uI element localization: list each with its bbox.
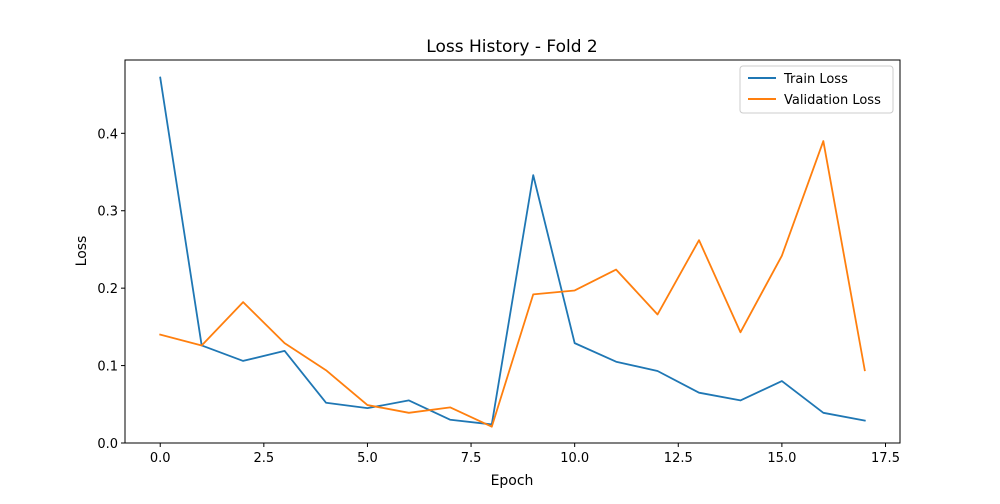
series-line-train-loss — [159, 76, 866, 426]
x-tick-label: 0.0 — [150, 451, 171, 466]
legend-box — [739, 65, 894, 114]
x-axis-ticks: 0.0 2.5 5.0 7.5 10.0 12.5 15.0 17.5 — [150, 443, 900, 466]
y-tick-label: 0.1 — [97, 360, 118, 375]
x-tick-label: 2.5 — [253, 451, 274, 466]
legend-label-train-loss: Train Loss — [783, 72, 848, 87]
x-tick-label: 7.5 — [461, 451, 482, 466]
series-layer — [159, 76, 866, 428]
legend-label-validation-loss: Validation Loss — [784, 93, 881, 108]
chart-title: Loss History - Fold 2 — [426, 37, 597, 57]
series-line-validation-loss — [159, 140, 866, 428]
y-tick-label: 0.3 — [97, 205, 118, 220]
x-tick-label: 10.0 — [560, 451, 589, 466]
y-tick-label: 0.0 — [97, 437, 118, 452]
x-tick-label: 5.0 — [357, 451, 378, 466]
y-axis-label: Loss — [74, 236, 90, 267]
y-tick-label: 0.2 — [97, 282, 118, 297]
x-tick-label: 12.5 — [664, 451, 693, 466]
plot-frame — [124, 59, 901, 444]
x-tick-label: 17.5 — [871, 451, 900, 466]
y-tick-label: 0.4 — [97, 127, 118, 142]
x-tick-label: 15.0 — [767, 451, 796, 466]
x-axis-label: Epoch — [491, 473, 534, 489]
y-axis-ticks: 0.0 0.1 0.2 0.3 0.4 — [97, 127, 125, 452]
legend: Train Loss Validation Loss — [739, 65, 894, 114]
